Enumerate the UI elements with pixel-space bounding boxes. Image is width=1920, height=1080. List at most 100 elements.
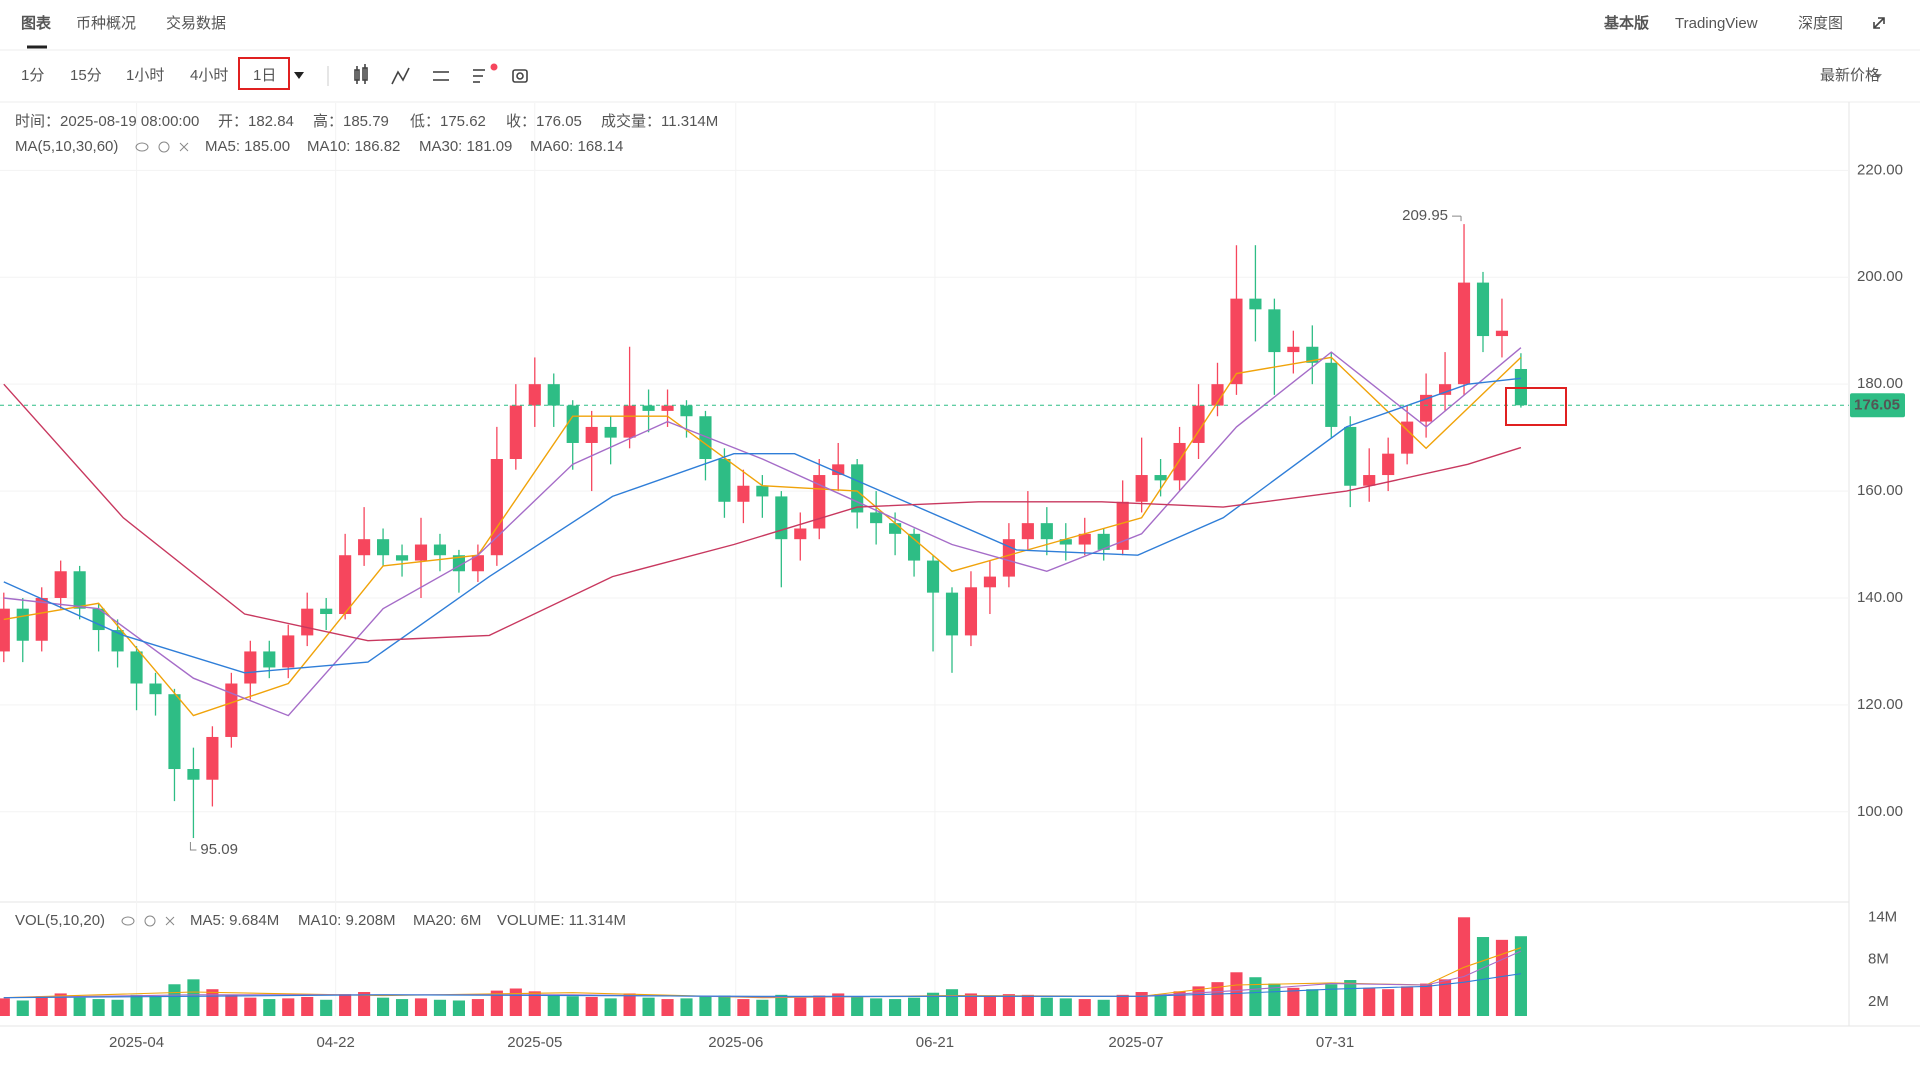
candle-body (509, 405, 522, 460)
candle-body (1306, 346, 1319, 363)
candle-body (775, 496, 788, 540)
volume-bar (604, 998, 617, 1016)
candle-body (908, 533, 921, 561)
candle-body (832, 464, 845, 476)
view-tab[interactable]: 深度图 (1798, 15, 1843, 32)
candle-body (794, 528, 807, 540)
x-tick-label: 2025-06 (708, 1034, 763, 1051)
candle-body (718, 459, 731, 502)
view-tab[interactable]: TradingView (1675, 15, 1758, 32)
ohlc-info: 高：185.79 (313, 113, 389, 130)
candle-body (1325, 362, 1338, 427)
volume-bar (35, 996, 48, 1016)
volume-bar (794, 997, 807, 1016)
candle-body (301, 608, 314, 636)
volume-bar (718, 995, 731, 1016)
candle-body (566, 405, 579, 443)
volume-bar (263, 999, 276, 1016)
volume-bar (680, 998, 693, 1016)
y-tick-label: 180.00 (1857, 375, 1903, 392)
candle-body (1135, 475, 1148, 502)
y-tick-label: 220.00 (1857, 161, 1903, 178)
candle-body (282, 635, 295, 668)
candle-body (414, 544, 428, 561)
visibility-icon[interactable] (121, 916, 135, 926)
interval-button[interactable]: 1日 (253, 67, 276, 84)
volume-bar (16, 1000, 29, 1016)
candle-body (1192, 405, 1205, 443)
candle-body (1382, 453, 1395, 476)
y-tick-label: 160.00 (1857, 482, 1903, 499)
tab[interactable]: 图表 (21, 14, 52, 32)
interval-button[interactable]: 1分 (21, 67, 44, 84)
candle-body (263, 651, 276, 668)
candle-body (964, 587, 978, 636)
candle-body (111, 630, 124, 652)
close-icon[interactable] (165, 916, 175, 926)
highlight-box (238, 57, 290, 90)
fullscreen-icon[interactable] (1873, 17, 1885, 29)
volume-bar (433, 999, 447, 1016)
close-icon[interactable] (179, 142, 189, 152)
candle-body (756, 485, 769, 497)
candle-body (1211, 384, 1224, 406)
candle-body (54, 571, 67, 598)
indicator-icon[interactable] (391, 67, 410, 85)
ma-legend-item: MA30: 181.09 (419, 138, 512, 155)
candle-body (320, 608, 333, 615)
volume-bar (1438, 979, 1452, 1016)
volume-bar (1059, 998, 1072, 1016)
volume-bar (282, 998, 295, 1016)
volume-bar (471, 999, 484, 1016)
interval-button[interactable]: 4小时 (190, 67, 228, 84)
dropdown-arrow[interactable] (294, 72, 304, 79)
candle-body (680, 405, 693, 417)
y-tick-label: 100.00 (1857, 803, 1903, 820)
volume-bar (926, 992, 940, 1016)
volume-bar (623, 993, 636, 1016)
price-menu[interactable]: 最新价格 (1820, 67, 1880, 84)
volume-bar (908, 997, 921, 1016)
volume-tick-label: 2M (1868, 993, 1889, 1010)
volume-bar (358, 992, 371, 1016)
tab[interactable]: 交易数据 (166, 14, 226, 32)
interval-button[interactable]: 15分 (70, 67, 102, 84)
settings-icon[interactable] (158, 141, 170, 153)
volume-bar (1325, 984, 1338, 1016)
candle-body (377, 539, 390, 556)
candle-type-icon[interactable] (354, 64, 368, 84)
volume-bar (528, 991, 541, 1016)
low-label: 95.09 (200, 841, 238, 858)
screenshot-icon[interactable] (512, 69, 528, 83)
volume-legend-item: MA20: 6M (413, 912, 481, 929)
visibility-icon[interactable] (135, 142, 149, 152)
settings-icon[interactable] (144, 915, 156, 927)
settings-icon[interactable] (433, 71, 449, 81)
candle-body (206, 736, 219, 780)
candle-body (623, 405, 636, 438)
candle-body (1249, 298, 1262, 310)
price-menu-arrow[interactable] (1874, 74, 1882, 79)
volume-bar (1420, 983, 1433, 1016)
drawing-icon[interactable] (473, 69, 485, 83)
volume-bar (1040, 997, 1053, 1016)
volume-bar (111, 999, 124, 1016)
volume-bar (832, 993, 845, 1016)
tab[interactable]: 币种概况 (76, 15, 136, 32)
view-tab[interactable]: 基本版 (1603, 14, 1649, 32)
volume-bar (225, 994, 238, 1016)
candle-body (1268, 309, 1281, 353)
volume-bar (414, 998, 428, 1016)
volume-bar (1116, 994, 1129, 1016)
last-price-label: 176.05 (1854, 396, 1900, 413)
interval-button[interactable]: 1小时 (126, 67, 164, 84)
ma-legend-title: MA(5,10,30,60) (15, 138, 118, 155)
candle-body (1363, 475, 1376, 486)
candle-body (433, 544, 447, 556)
volume-pane (0, 917, 1527, 1016)
ma-legend-item: MA5: 185.00 (205, 138, 290, 155)
candle-body (471, 555, 484, 572)
candle-body (0, 608, 10, 652)
volume-bar (54, 993, 67, 1016)
